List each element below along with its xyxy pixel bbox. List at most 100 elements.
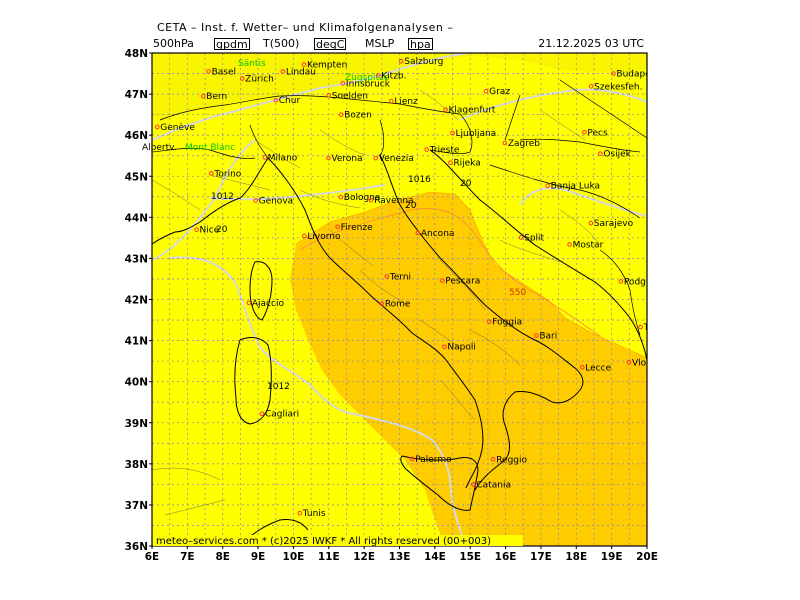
city-marker xyxy=(368,197,374,203)
isotherm-label-20-adriatic: 20 xyxy=(405,201,417,211)
city-label: Korca xyxy=(678,352,703,362)
city-marker xyxy=(373,155,379,161)
city-label: Trieste xyxy=(429,146,460,156)
city-marker xyxy=(326,155,331,161)
mountain-label-mont-blanc: Mont Blanc xyxy=(185,143,235,153)
lon-tick-label: 20E xyxy=(636,551,658,563)
lon-tick-label: 10E xyxy=(283,551,305,563)
city-marker xyxy=(518,235,524,240)
level-label: 500hPa xyxy=(153,37,194,50)
city-marker xyxy=(302,233,307,239)
lat-tick-label: 36N xyxy=(125,541,148,553)
city-marker xyxy=(582,129,587,135)
variable-mslp-label: MSLP xyxy=(365,37,395,50)
city-marker xyxy=(375,73,381,78)
city-marker xyxy=(443,107,448,112)
lat-lon-grid xyxy=(152,53,647,546)
isobar-label-1016: 1016 xyxy=(408,175,431,185)
city-marker xyxy=(638,324,643,330)
country-borders xyxy=(152,79,647,336)
city-marker xyxy=(611,71,616,76)
lon-tick-label: 6E xyxy=(145,551,159,563)
footer-bg xyxy=(153,535,523,546)
city-label: Firenze xyxy=(341,223,373,233)
city-marker xyxy=(246,300,252,306)
city-marker xyxy=(490,457,496,462)
copyright-footer: meteo–services.com * (c)2025 IWKF * All … xyxy=(156,536,491,547)
city-marker xyxy=(448,160,453,165)
city-label: Pescara xyxy=(445,277,480,287)
city-marker xyxy=(239,76,245,81)
city-marker xyxy=(415,230,421,236)
city-label: Vlora xyxy=(632,358,655,368)
lat-tick-label: 41N xyxy=(125,336,148,348)
city-marker xyxy=(471,482,476,487)
city-marker xyxy=(588,83,594,89)
city-label: Ajaccio xyxy=(252,299,285,309)
city-marker xyxy=(502,140,508,146)
isotherm-label-20-balkan: 20 xyxy=(460,179,472,189)
city-label: Napoli xyxy=(447,343,475,353)
city-label: Lienz xyxy=(394,97,418,107)
isobar-label-1012-south: 1012 xyxy=(267,382,290,392)
lat-tick-label: 37N xyxy=(125,500,148,512)
mountain-label-zugspitze: Zugspitze xyxy=(345,73,390,83)
geopotential-label-550: 550 xyxy=(509,288,526,298)
city-marker xyxy=(618,279,624,284)
lon-tick-label: 8E xyxy=(215,551,229,563)
city-marker xyxy=(335,224,340,230)
lat-tick-label: 39N xyxy=(125,418,148,430)
city-label: Lecce xyxy=(585,363,611,373)
city-marker xyxy=(301,62,307,67)
city-label: Soelden xyxy=(332,91,368,101)
lat-tick-label: 47N xyxy=(125,89,148,101)
map-axes: 48N 47N 46N 45N 44N 43N 42N 41N 40N 39N 38N 37N 36N6… xyxy=(125,48,658,563)
city-marker xyxy=(206,69,211,74)
city-marker xyxy=(534,333,539,338)
city-label: Kempten xyxy=(307,61,347,71)
chart-title: CETA – Inst. f. Wetter– und Klimafolgena… xyxy=(157,21,454,34)
city-label: Cagliari xyxy=(265,410,299,420)
city-label: Nice xyxy=(200,226,220,236)
unit-gpdm-box: gpdm xyxy=(214,38,250,51)
lon-tick-label: 12E xyxy=(353,551,375,563)
city-marker xyxy=(338,194,344,200)
unit-hpa-box: hpa xyxy=(408,38,433,51)
lon-tick-label: 18E xyxy=(565,551,587,563)
isobar-label-1012-north: 1012 xyxy=(211,192,234,202)
city-label: Chur xyxy=(279,96,301,106)
lon-tick-label: 13E xyxy=(389,551,411,563)
city-label: Terni xyxy=(389,272,411,282)
warm-temperature-area xyxy=(290,192,647,546)
city-marker xyxy=(483,88,489,94)
city-label: Tirana xyxy=(643,323,672,333)
city-label: Osijek xyxy=(603,150,631,160)
city-marker xyxy=(259,411,265,417)
city-marker xyxy=(588,220,594,226)
city-label: Innsbruck xyxy=(346,79,391,89)
city-label: Rome xyxy=(385,300,411,310)
city-marker xyxy=(626,360,632,365)
lon-tick-label: 15E xyxy=(459,551,481,563)
city-marker xyxy=(424,147,430,152)
city-marker xyxy=(262,155,268,160)
city-marker xyxy=(579,364,585,370)
city-label: Split xyxy=(524,233,544,243)
city-marker xyxy=(379,301,385,306)
city-marker xyxy=(280,69,286,74)
city-marker xyxy=(598,151,603,156)
city-marker xyxy=(409,456,415,462)
city-marker xyxy=(253,198,258,203)
city-marker xyxy=(545,183,550,188)
lat-tick-label: 46N xyxy=(125,130,148,142)
warm-area-outline xyxy=(295,191,647,359)
city-label: Sarajevo xyxy=(594,219,634,229)
lat-tick-label: 48N xyxy=(125,48,148,60)
city-label: Mostar xyxy=(573,240,604,250)
lat-tick-label: 38N xyxy=(125,459,148,471)
city-marker xyxy=(398,58,404,64)
city-marker xyxy=(297,510,303,516)
lat-tick-label: 40N xyxy=(125,377,148,389)
city-label: Milano xyxy=(268,153,298,163)
city-marker xyxy=(567,242,572,247)
